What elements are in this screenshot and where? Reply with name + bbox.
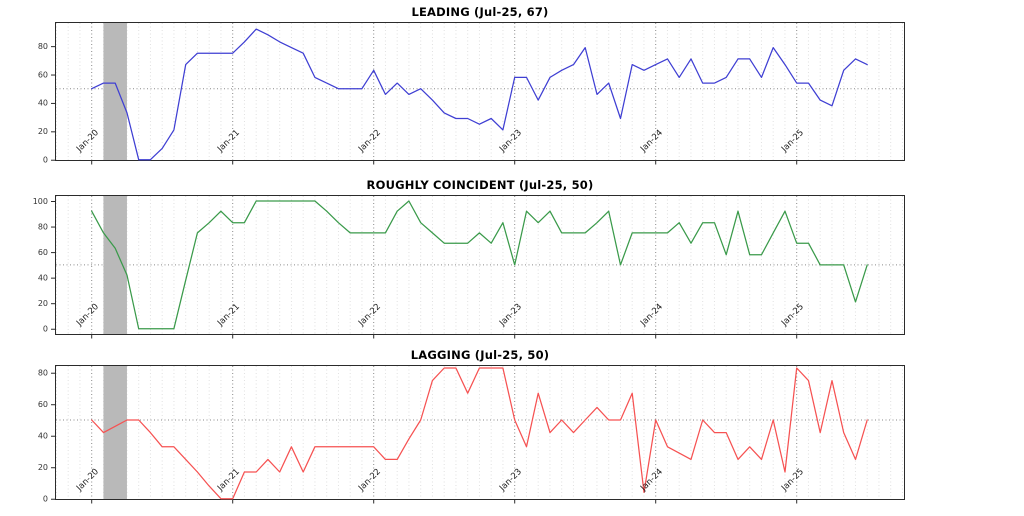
y-tick-label: 0 [43,156,48,165]
plot-frame [55,195,905,335]
y-tick-label: 80 [38,369,48,378]
data-line-1 [91,200,868,330]
plot-svg-2: 0 20 40 60 80 [38,365,905,504]
y-tick-label: 20 [38,463,48,472]
y-tick-label: 100 [33,197,48,206]
y-tick-label: 40 [38,273,48,282]
y-tick-label: 40 [38,432,48,441]
recession-band [103,366,127,499]
y-tick-label: 0 [43,495,48,504]
y-tick-label: 0 [43,325,48,334]
plot-svg-0: 0 20 40 60 80 [38,22,905,165]
recession-band [103,196,127,334]
chart-title-leading: LEADING (Jul-25, 67) [411,5,549,19]
chart-title-lagging: LAGGING (Jul-25, 50) [410,348,550,362]
y-tick-label: 40 [38,99,48,108]
data-line-2 [91,367,868,500]
y-tick-label: 20 [38,299,48,308]
chart-title-coincident: ROUGHLY COINCIDENT (Jul-25, 50) [366,178,594,192]
y-tick-label: 20 [38,127,48,136]
plot-frame [55,365,905,500]
data-line-0 [91,28,868,161]
recession-band [103,23,127,160]
y-tick-label: 80 [38,42,48,51]
y-tick-label: 60 [38,70,48,79]
y-tick-label: 60 [38,400,48,409]
y-tick-label: 80 [38,222,48,231]
plot-svg-1: 0 20 40 60 80 100 [33,195,905,339]
plot-frame [55,22,905,161]
y-tick-label: 60 [38,248,48,257]
